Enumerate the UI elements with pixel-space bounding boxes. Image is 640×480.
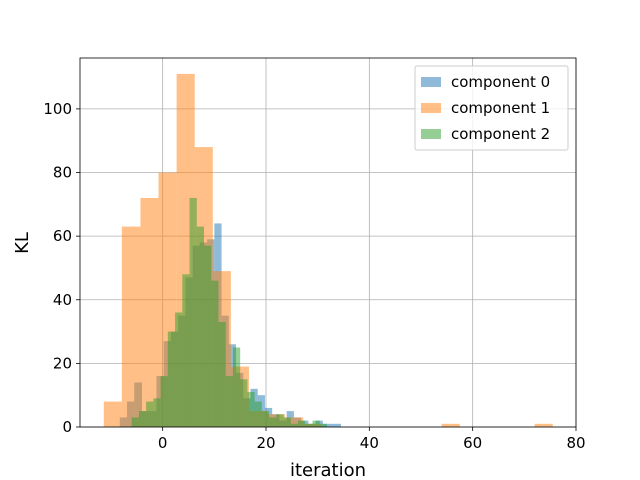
histogram-bar — [204, 245, 212, 427]
legend-box — [414, 65, 569, 151]
histogram-bar — [534, 423, 553, 427]
histogram-bar — [305, 423, 313, 427]
x-tick-label: 80 — [566, 434, 585, 452]
y-tick-label: 20 — [53, 354, 72, 372]
histogram-bar — [211, 280, 219, 427]
histogram-bar — [441, 423, 460, 427]
legend-swatch — [421, 77, 441, 87]
x-tick-label: 60 — [463, 434, 482, 452]
histogram-bar — [167, 331, 176, 427]
histogram-bar — [261, 411, 270, 427]
x-tick-label: 0 — [158, 434, 168, 452]
histogram-bar — [254, 401, 262, 427]
histogram-bar — [182, 274, 190, 427]
histogram-bar — [103, 401, 122, 427]
histogram-bar — [276, 414, 284, 427]
y-axis-ticks: 0 20 40 60 80 100 — [43, 100, 80, 436]
legend-swatch — [421, 129, 441, 139]
histogram-bar — [322, 423, 341, 427]
histogram-bar — [232, 347, 241, 427]
legend-label: component 0 — [451, 73, 550, 91]
y-tick-label: 60 — [53, 227, 72, 245]
histogram-bar — [121, 226, 141, 427]
histogram-bar — [138, 411, 147, 427]
histogram-bar — [146, 401, 154, 427]
histogram-bar — [225, 376, 233, 427]
series-2-bars — [131, 197, 327, 427]
histogram-bar — [290, 423, 299, 427]
y-tick-label: 100 — [43, 100, 72, 118]
histogram-bar — [131, 417, 139, 427]
plot-frame — [79, 57, 577, 428]
legend-label: component 1 — [451, 99, 550, 117]
legend: component 0 component 1 component 2 — [414, 65, 569, 151]
histogram-bars — [103, 73, 553, 427]
y-axis-label: KL — [12, 232, 33, 254]
histogram-bar — [283, 417, 291, 427]
x-axis-label: iteration — [290, 460, 366, 480]
x-tick-label: 20 — [256, 434, 275, 452]
histogram-bar — [175, 312, 183, 427]
histogram-bar — [160, 376, 168, 427]
x-axis-ticks: 0 20 40 60 80 — [158, 427, 586, 452]
y-tick-label: 40 — [53, 291, 72, 309]
legend-swatch — [421, 103, 441, 113]
x-tick-label: 40 — [360, 434, 379, 452]
histogram-bar — [153, 398, 161, 427]
histogram-bar — [189, 197, 197, 427]
histogram-bar — [218, 322, 226, 427]
histogram-bar — [285, 417, 304, 427]
histogram-bar — [269, 417, 277, 427]
histogram-bar — [298, 420, 306, 427]
histogram-bar — [196, 226, 204, 427]
histogram-bar — [247, 392, 255, 427]
histogram-bar — [319, 423, 327, 427]
histogram-bar — [140, 197, 159, 427]
y-tick-label: 0 — [62, 418, 72, 436]
histogram-bar — [240, 379, 248, 427]
legend-label: component 2 — [451, 125, 550, 143]
histogram-bar — [312, 420, 320, 427]
y-tick-label: 80 — [53, 164, 72, 182]
